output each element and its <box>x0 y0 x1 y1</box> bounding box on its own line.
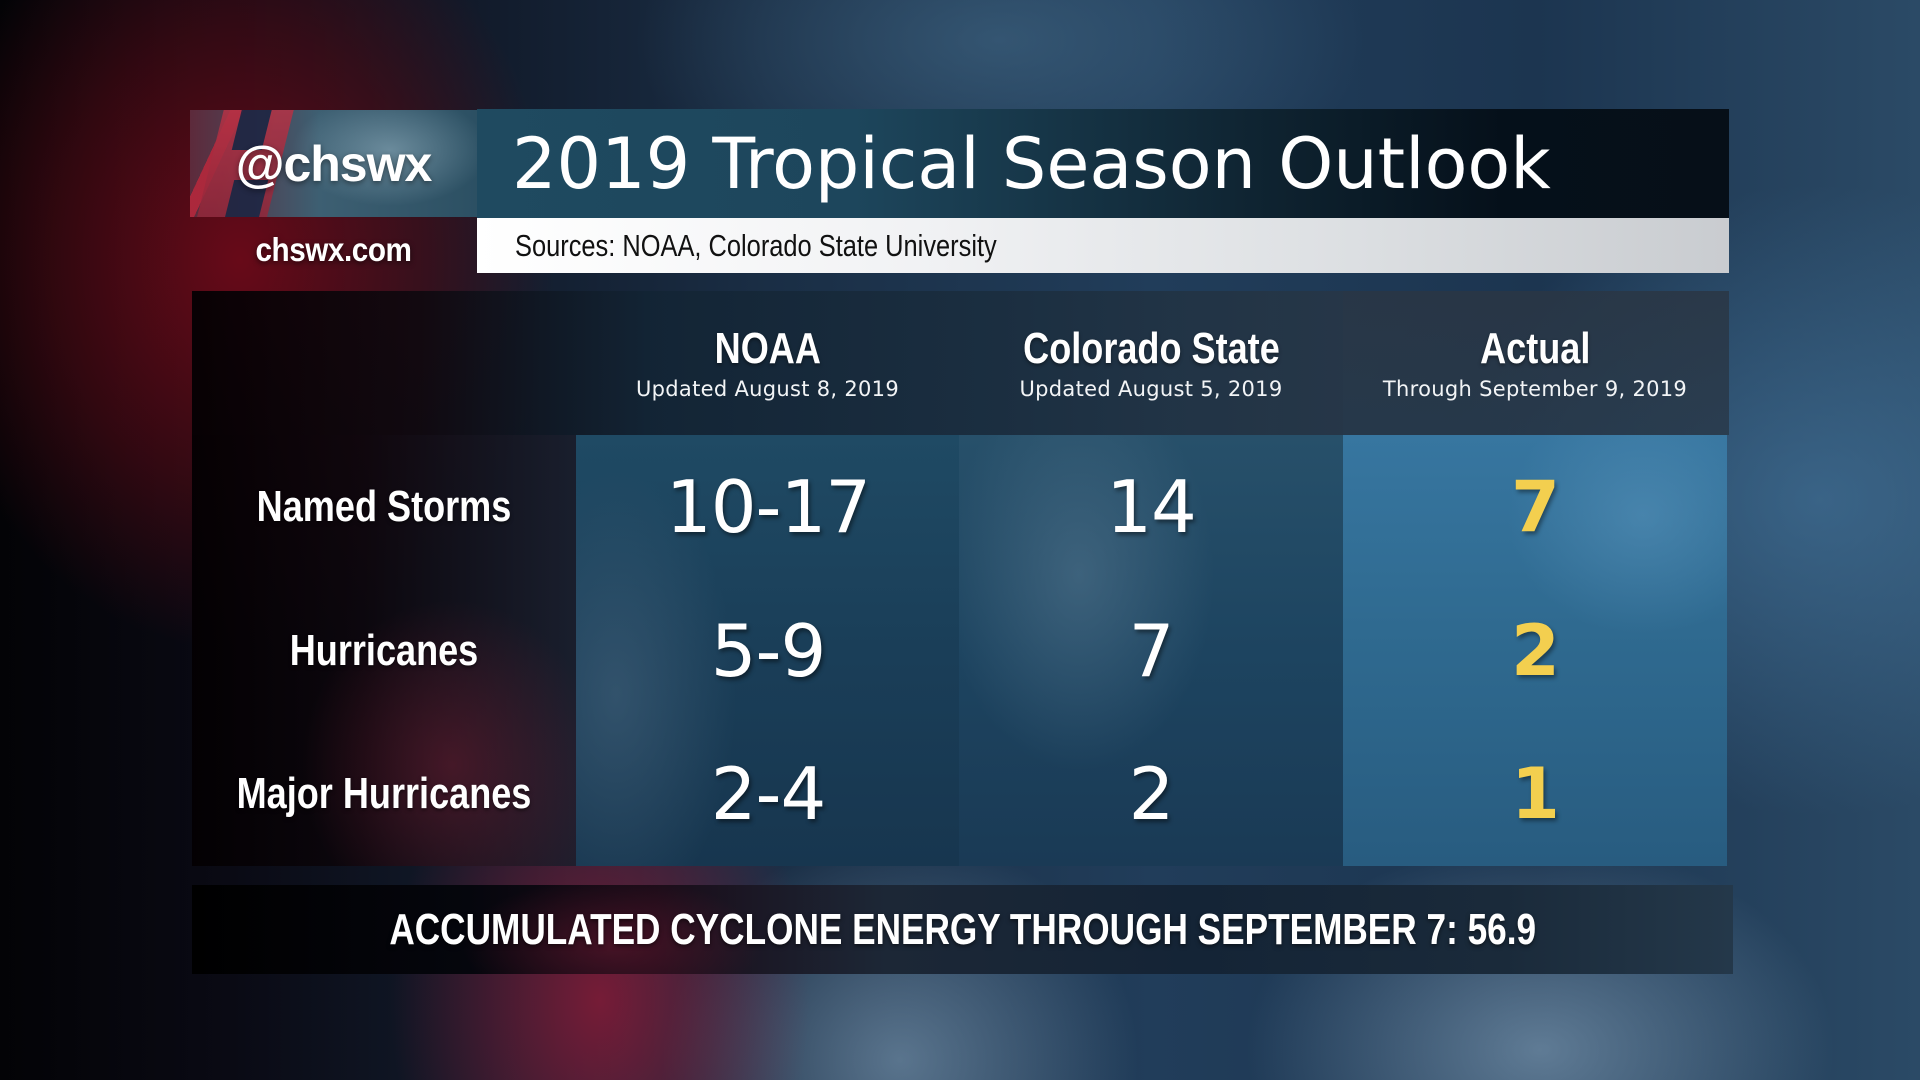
column-subtitle: Through September 9, 2019 <box>1382 377 1688 402</box>
sources-text: Sources: NOAA, Colorado State University <box>515 227 997 263</box>
ace-footer-bar: ACCUMULATED CYCLONE ENERGY THROUGH SEPTE… <box>192 885 1733 974</box>
ace-text: ACCUMULATED CYCLONE ENERGY THROUGH SEPTE… <box>389 904 1536 954</box>
csu-column-background <box>959 435 1343 866</box>
noaa-column-background <box>576 435 959 866</box>
column-name: NOAA <box>714 324 821 374</box>
cell-noaa-named-storms: 10-17 <box>665 465 871 549</box>
row-label-major-hurricanes: Major Hurricanes <box>236 769 532 818</box>
cell-noaa-major-hurricanes: 2-4 <box>710 752 827 836</box>
cell-csu-named-storms: 14 <box>1106 465 1197 549</box>
column-subtitle: Updated August 8, 2019 <box>636 377 899 402</box>
outlook-table: NOAA Updated August 8, 2019 Colorado Sta… <box>192 291 1729 866</box>
sources-bar: Sources: NOAA, Colorado State University <box>477 218 1729 273</box>
cell-noaa-hurricanes: 5-9 <box>710 609 827 693</box>
column-subtitle: Updated August 5, 2019 <box>1019 377 1283 402</box>
table-header-background <box>192 291 1343 435</box>
actual-header-background <box>1343 291 1729 435</box>
column-name: Colorado State <box>1022 324 1280 374</box>
column-header-noaa: NOAA Updated August 8, 2019 <box>576 291 959 435</box>
column-header-actual: Actual Through September 9, 2019 <box>1343 291 1727 435</box>
cell-actual-hurricanes: 2 <box>1511 610 1560 692</box>
logo-box: @chswx <box>190 110 477 217</box>
title-bar: 2019 Tropical Season Outlook <box>477 109 1729 218</box>
cell-csu-major-hurricanes: 2 <box>1128 752 1175 836</box>
label-column-background <box>192 435 576 866</box>
column-header-colorado-state: Colorado State Updated August 5, 2019 <box>959 291 1343 435</box>
cell-csu-hurricanes: 7 <box>1128 609 1175 693</box>
page-title: 2019 Tropical Season Outlook <box>512 122 1551 205</box>
column-name: Actual <box>1479 324 1591 374</box>
cell-actual-named-storms: 7 <box>1511 466 1560 548</box>
logo-handle: @chswx <box>235 135 433 192</box>
website-url: chswx.com <box>255 231 412 268</box>
row-label-hurricanes: Hurricanes <box>289 626 479 675</box>
row-label-named-storms: Named Storms <box>256 482 512 531</box>
actual-column-background <box>1343 435 1727 866</box>
cell-actual-major-hurricanes: 1 <box>1511 753 1560 835</box>
